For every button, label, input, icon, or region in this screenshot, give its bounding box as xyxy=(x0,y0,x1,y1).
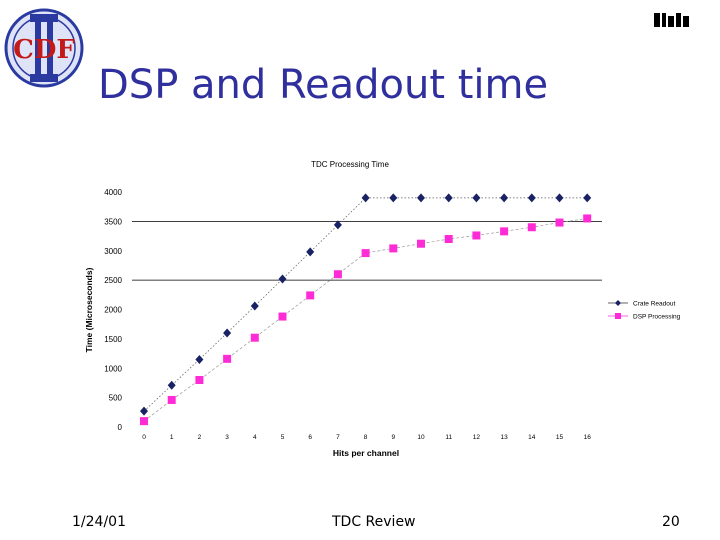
point-dsp-processing xyxy=(140,417,148,426)
point-dsp-processing xyxy=(527,223,536,232)
y-tick-label: 0 xyxy=(118,423,123,432)
x-tick-label: 4 xyxy=(253,434,257,441)
point-dsp-processing xyxy=(472,231,481,240)
y-tick-label: 1500 xyxy=(104,335,122,344)
tdc-processing-chart: TDC Processing Time 0 500 1000 1500 2000 2500… xyxy=(84,160,681,458)
corner-mark-icon xyxy=(654,13,689,27)
page-number: 20 xyxy=(662,514,680,530)
point-dsp-processing xyxy=(417,239,425,248)
point-crate-readout xyxy=(306,247,315,257)
y-tick-label: 3500 xyxy=(104,217,122,226)
x-tick-label: 3 xyxy=(225,434,229,441)
x-tick-label: 10 xyxy=(417,434,425,441)
y-tick-label: 500 xyxy=(109,394,123,403)
series-line-crate-readout xyxy=(143,197,588,412)
point-crate-readout xyxy=(444,193,453,203)
x-tick-label: 7 xyxy=(336,434,340,441)
slide-title: DSP and Readout time xyxy=(98,62,549,108)
footer-center-text: TDC Review xyxy=(332,514,416,530)
point-dsp-processing xyxy=(278,312,287,321)
x-tick-label: 8 xyxy=(364,434,368,441)
point-crate-readout xyxy=(527,193,536,203)
x-tick-label: 9 xyxy=(391,434,395,441)
x-tick-label: 5 xyxy=(281,434,285,441)
point-crate-readout xyxy=(555,193,564,203)
y-axis-label: Time (Microseconds) xyxy=(84,267,94,352)
legend-marker-dsp-processing xyxy=(615,313,621,319)
point-dsp-processing xyxy=(333,270,342,279)
legend-label: DSP Processing xyxy=(633,314,681,321)
point-dsp-processing xyxy=(583,214,592,223)
point-crate-readout xyxy=(167,380,176,390)
x-tick-label: 11 xyxy=(445,434,452,441)
y-tick-label: 4000 xyxy=(104,188,122,197)
point-dsp-processing xyxy=(500,227,509,236)
point-crate-readout xyxy=(472,193,481,203)
legend-label: Crate Readout xyxy=(633,301,675,308)
x-tick-label: 12 xyxy=(473,434,481,441)
x-tick-label: 2 xyxy=(198,434,202,441)
point-dsp-processing xyxy=(223,354,232,363)
logo-text: CDF xyxy=(13,35,75,65)
point-crate-readout xyxy=(583,193,592,203)
point-dsp-processing xyxy=(306,291,315,300)
y-tick-label: 1000 xyxy=(104,364,122,373)
cdf-logo: CDF xyxy=(4,8,84,88)
point-crate-readout xyxy=(278,274,287,284)
x-axis-label: Hits per channel xyxy=(333,448,399,458)
point-crate-readout xyxy=(500,193,509,203)
x-tick-label: 1 xyxy=(170,434,174,441)
legend-marker-crate-readout xyxy=(615,300,621,306)
x-tick-label: 15 xyxy=(556,434,564,441)
point-dsp-processing xyxy=(167,395,176,404)
point-dsp-processing xyxy=(195,376,204,384)
x-tick-label: 6 xyxy=(308,434,312,441)
y-tick-label: 2000 xyxy=(104,306,122,315)
x-tick-label: 16 xyxy=(584,434,592,441)
point-crate-readout xyxy=(361,193,370,203)
x-tick-label: 14 xyxy=(528,434,536,441)
point-dsp-processing xyxy=(250,333,259,342)
point-crate-readout xyxy=(333,220,342,230)
point-dsp-processing xyxy=(389,244,398,253)
point-crate-readout xyxy=(389,193,398,203)
point-dsp-processing xyxy=(361,249,370,258)
x-tick-label: 13 xyxy=(500,434,508,441)
y-tick-label: 3000 xyxy=(104,247,122,256)
point-crate-readout xyxy=(250,301,259,311)
x-tick-label: 0 xyxy=(142,434,146,441)
point-dsp-processing xyxy=(444,235,453,243)
y-tick-label: 2500 xyxy=(104,276,122,285)
point-crate-readout xyxy=(195,354,204,364)
footer-date: 1/24/01 xyxy=(72,514,126,530)
point-dsp-processing xyxy=(555,218,564,227)
point-crate-readout xyxy=(223,328,232,338)
point-crate-readout xyxy=(417,193,425,203)
chart-title: TDC Processing Time xyxy=(311,160,389,169)
series-line-dsp-processing xyxy=(143,218,588,422)
point-crate-readout xyxy=(140,406,148,416)
